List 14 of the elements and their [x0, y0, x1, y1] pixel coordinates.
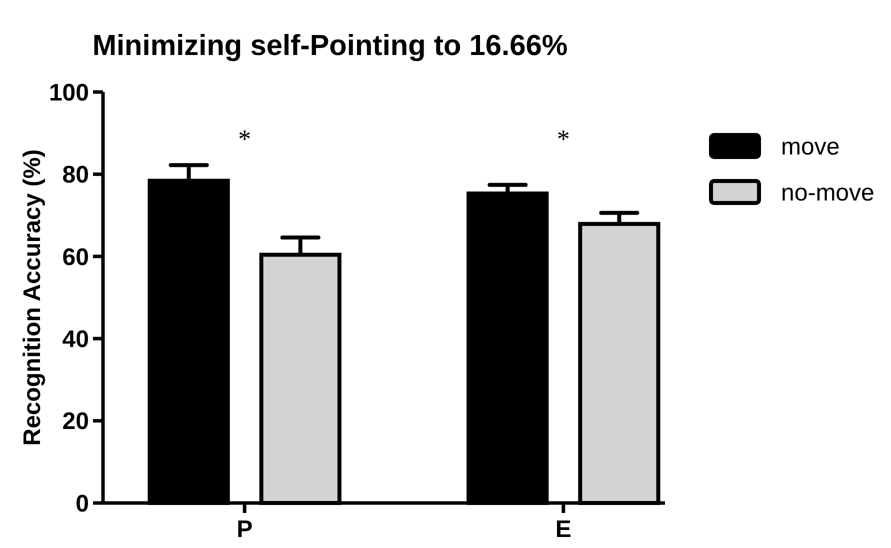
x-tick-label: E	[555, 516, 572, 543]
y-tick-label: 0	[76, 490, 89, 518]
y-tick-label: 40	[62, 326, 89, 353]
y-tick-label: 80	[62, 162, 89, 189]
annotation: *	[238, 124, 252, 154]
y-tick-label: 100	[48, 79, 89, 106]
chart-title: Minimizing self-Pointing to 16.66%	[92, 30, 568, 62]
x-tick-label: P	[236, 516, 253, 543]
y-tick-label: 60	[62, 244, 89, 271]
annotation: *	[556, 124, 570, 154]
legend-label: move	[781, 133, 840, 160]
y-tick-label: 20	[62, 408, 89, 436]
y-axis-title: Recognition Accuracy (%)	[19, 149, 46, 446]
legend-label: no-move	[781, 179, 874, 206]
